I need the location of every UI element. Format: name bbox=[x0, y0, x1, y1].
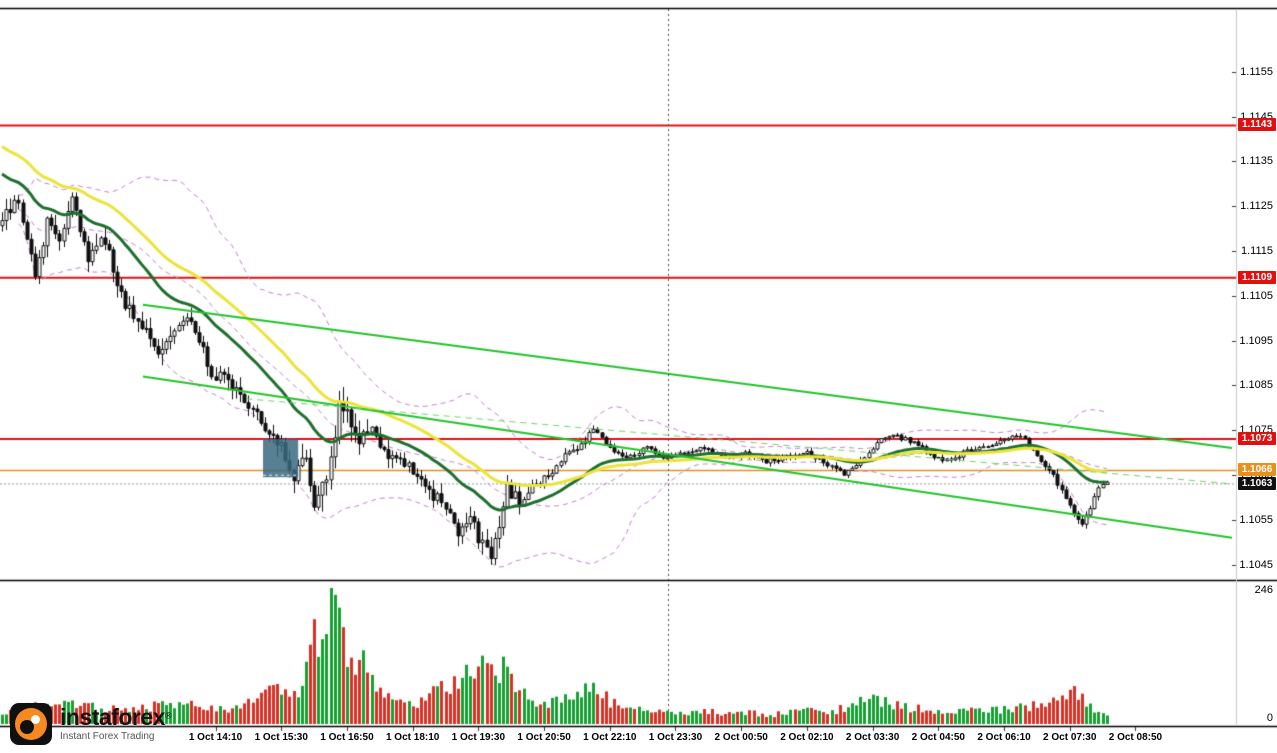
chart-canvas[interactable] bbox=[0, 0, 1277, 753]
mt4-chart-window: instaforex® Instant Forex Trading 1.1155… bbox=[0, 0, 1277, 753]
